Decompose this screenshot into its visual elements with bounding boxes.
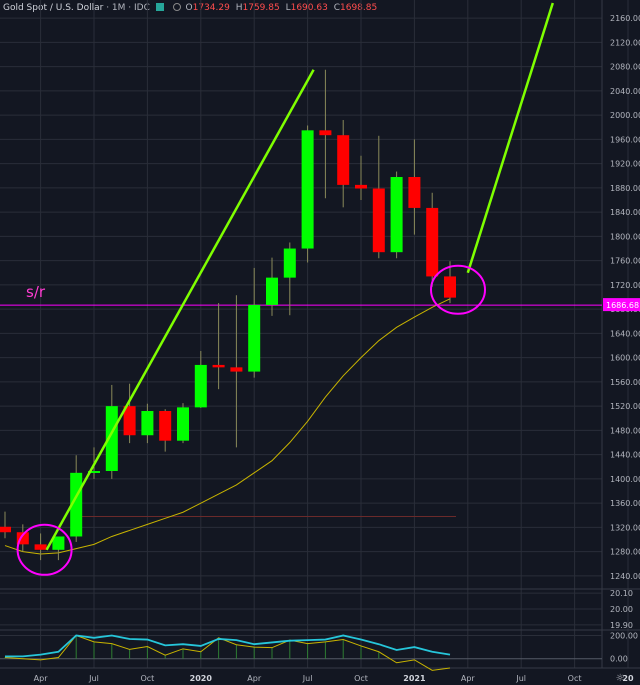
y-tick-label: 1800.00 [610,232,640,241]
candle-down[interactable] [408,177,421,208]
candle-up[interactable] [390,177,403,253]
candle-down[interactable] [444,276,456,298]
x-tick-label: Apr [34,674,49,683]
trendline-2[interactable] [466,2,554,274]
candle-down[interactable] [34,544,47,550]
candle-up[interactable] [88,471,100,474]
y-tick-label: 1520.00 [610,402,640,411]
open-key: O [185,3,193,13]
highlight-circle[interactable] [16,523,73,576]
candle-up[interactable] [248,304,261,372]
x-tick-label: Oct [354,674,368,683]
y-tick-label: 1480.00 [610,426,640,435]
x-tick-label: 2020 [190,674,213,683]
y-tick-label: 1400.00 [610,475,640,484]
y-tick-label: 1760.00 [610,257,640,266]
y-tick-label: 1560.00 [610,378,640,387]
y-tick-label: 1920.00 [610,160,640,169]
low-value: 1690.63 [290,3,328,13]
y-tick-label: 20.10 [610,589,633,598]
sr-price-tag [603,298,640,312]
symbol-title[interactable]: Gold Spot / U.S. Dollar [3,3,104,13]
x-tick-label: Apr [461,674,476,683]
x-tick-label: 20 [622,674,634,683]
x-tick-label: Apr [247,674,262,683]
x-tick-label: Oct [140,674,154,683]
open-value: 1734.29 [192,3,230,13]
y-tick-label: 1840.00 [610,208,640,217]
high-value: 1759.85 [242,3,280,13]
y-tick-label: 2120.00 [610,38,640,47]
moving-average-line [4,298,451,555]
candle-up[interactable] [177,407,189,441]
highlight-circle[interactable] [430,264,486,315]
y-tick-label: 1280.00 [610,548,640,557]
y-tick-label: 1720.00 [610,281,640,290]
flag-icon[interactable] [155,3,164,11]
candle-up[interactable] [283,248,296,278]
y-tick-label: 1960.00 [610,135,640,144]
x-tick-label: 2021 [403,674,426,683]
candle-down[interactable] [0,526,11,533]
settings-gear-icon[interactable]: ☼ [616,673,625,684]
candle-up[interactable] [266,277,278,305]
y-tick-label: 1640.00 [610,329,640,338]
candle-down[interactable] [159,410,172,441]
high-key: H [235,3,243,13]
candle-down[interactable] [355,184,367,189]
candle-down[interactable] [212,364,225,368]
y-tick-label: 20.00 [610,605,633,614]
y-tick-label: 200.00 [610,631,638,640]
candle-down[interactable] [426,207,439,277]
source-label: IDC [134,3,150,13]
oscillator-line-1 [5,634,451,658]
candle-down[interactable] [372,188,385,253]
y-tick-label: 2080.00 [610,63,640,72]
sr-price-tag-text: 1686.68 [606,301,639,310]
y-tick-label: 1880.00 [610,184,640,193]
y-tick-label: 2160.00 [610,14,640,23]
candle-down[interactable] [319,130,332,136]
candle-up[interactable] [301,130,314,249]
close-value: 1698.85 [340,3,378,13]
interval-label[interactable]: 1M [111,3,126,13]
y-tick-label: 1600.00 [610,354,640,363]
x-tick-label: Jul [515,674,526,683]
candle-up[interactable] [105,406,118,472]
y-tick-label: 2040.00 [610,87,640,96]
y-tick-label: 1360.00 [610,499,640,508]
x-tick-label: Jul [302,674,313,683]
sr-label: s/r [26,283,46,301]
x-tick-label: Jul [88,674,99,683]
low-key: L [285,3,291,13]
chart-legend-header: Gold Spot / U.S. Dollar · 1M · IDC O1734… [0,0,640,16]
status-dot-icon [172,3,181,11]
y-tick-label: 1320.00 [610,523,640,532]
trendline-1[interactable] [45,69,315,551]
candle-up[interactable] [141,410,154,436]
y-tick-label: 1440.00 [610,451,640,460]
candle-down[interactable] [123,406,136,436]
close-key: C [333,3,340,13]
candle-down[interactable] [337,135,350,185]
candle-up[interactable] [194,364,207,408]
x-tick-label: Oct [568,674,582,683]
candle-up[interactable] [52,536,65,550]
candle-down[interactable] [230,367,243,372]
y-tick-label: 2000.00 [610,111,640,120]
y-tick-label: 0.00 [610,655,628,664]
y-tick-label: 19.90 [610,621,633,630]
y-tick-label: 1240.00 [610,572,640,581]
